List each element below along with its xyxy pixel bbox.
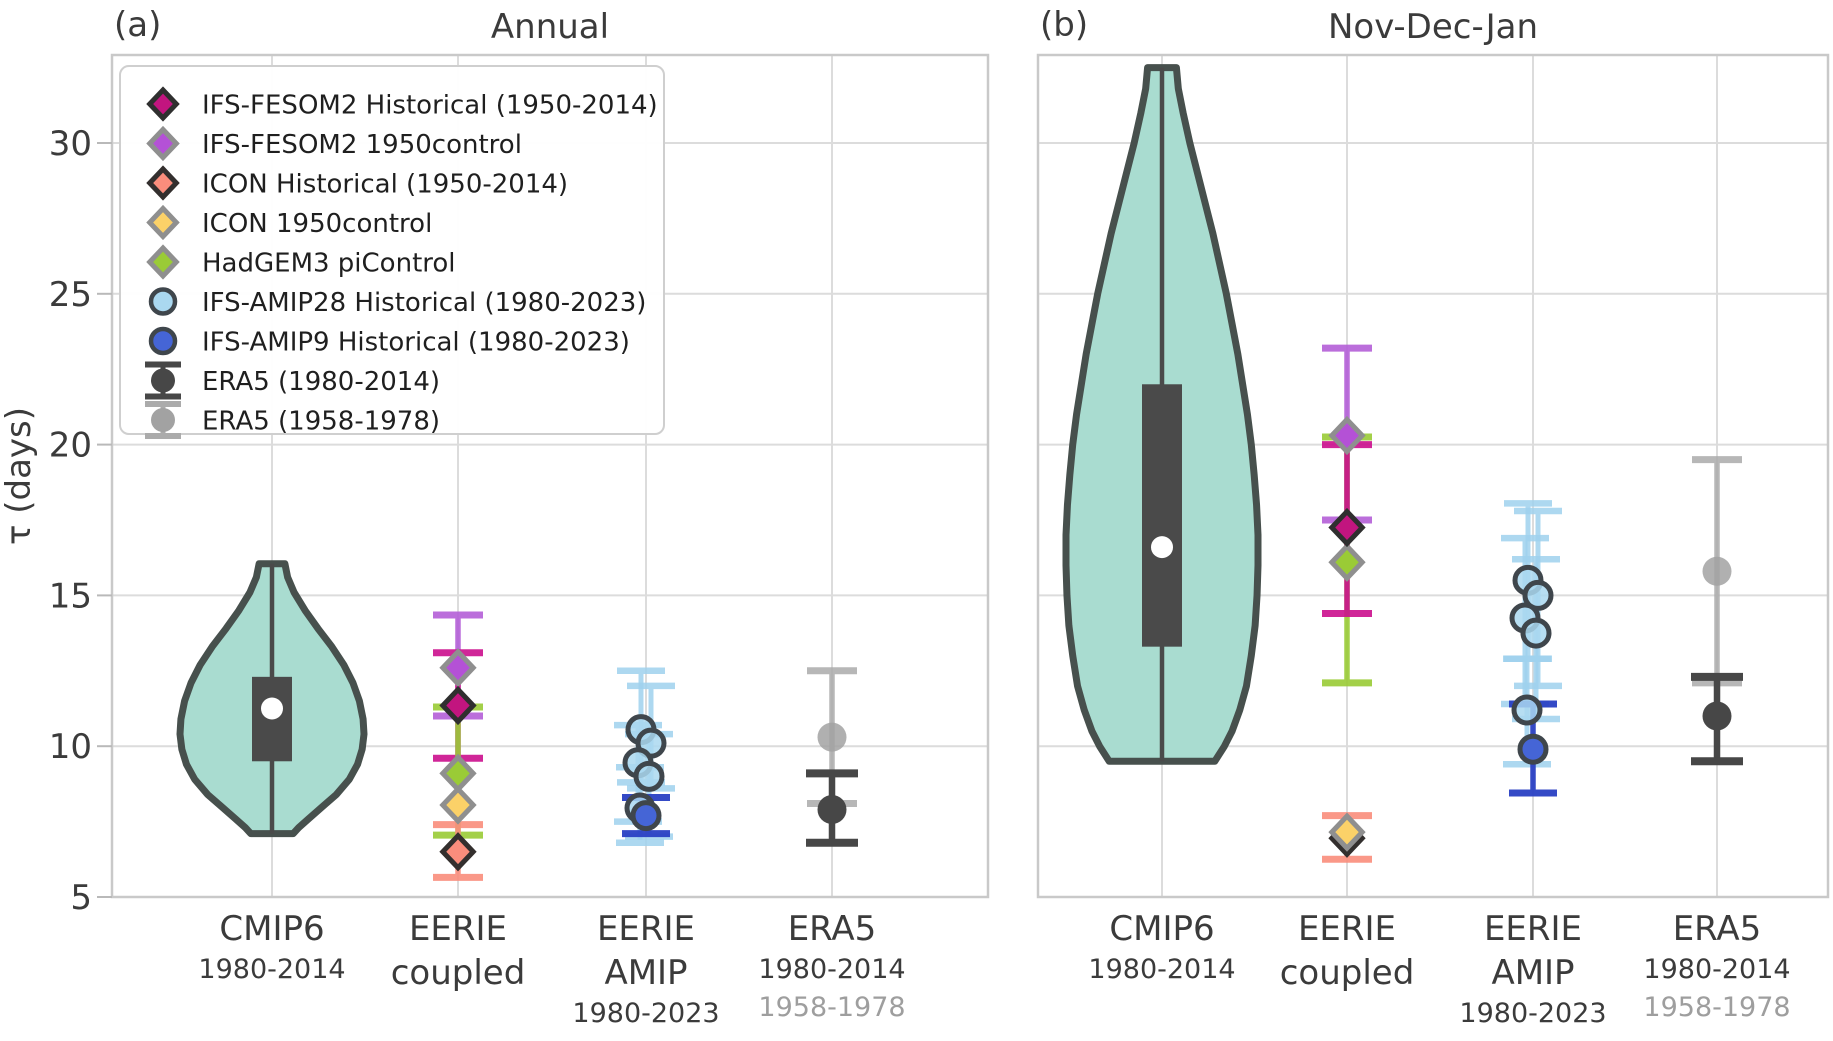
legend-swatch-hadgem3 — [146, 244, 180, 280]
x-label-title: ERA5 — [1673, 909, 1762, 949]
panel-title-a: Annual — [491, 7, 609, 47]
x-label-year: 1980-2014 — [198, 954, 345, 985]
marker-icon_ctrl — [1328, 812, 1366, 852]
legend-label-amip28: IFS-AMIP28 Historical (1980-2023) — [202, 288, 646, 318]
y-tick-label: 30 — [49, 124, 92, 164]
x-label-title: CMIP6 — [1109, 909, 1214, 949]
marker-fesom2_hist — [1328, 507, 1366, 548]
legend-swatch-era5_old — [151, 408, 175, 432]
x-label-line: coupled — [391, 953, 526, 993]
marker-amip28 — [1511, 694, 1543, 726]
legend-item-hadgem3: HadGEM3 piControl — [146, 244, 456, 280]
x-label-year: 1980-2014 — [1088, 954, 1235, 985]
legend-swatch-amip28 — [148, 287, 178, 316]
x-label-line: coupled — [1280, 953, 1415, 993]
legend-swatch-fesom2_ctrl — [146, 125, 180, 162]
legend-label-fesom2_ctrl: IFS-FESOM2 1950control — [202, 130, 522, 160]
marker-fesom2_ctrl — [439, 648, 477, 688]
x-label-title: EERIE — [409, 909, 507, 949]
x-label-title: EERIE — [597, 909, 695, 949]
x-label-year: 1980-2023 — [572, 998, 719, 1029]
panel-tag-b: (b) — [1040, 5, 1088, 45]
era5-points — [1691, 456, 1743, 766]
y-axis-title: τ (days) — [0, 407, 39, 545]
legend-box — [119, 65, 665, 435]
violin-median-dot — [261, 697, 283, 720]
x-label-title: EERIE — [1484, 909, 1582, 949]
panel-tag-a: (a) — [114, 5, 161, 45]
era5-points — [806, 667, 858, 847]
marker-era5_old — [817, 722, 847, 752]
y-tick-label: 20 — [49, 426, 92, 466]
marker-amip28 — [1520, 617, 1552, 649]
x-label-title: EERIE — [1298, 909, 1396, 949]
y-tick-label: 25 — [49, 275, 92, 315]
marker-hadgem3 — [1328, 542, 1366, 582]
axes-spine — [110, 53, 990, 899]
marker-amip28 — [1522, 579, 1554, 611]
legend-swatch-era5_new — [151, 368, 175, 393]
legend-item-era5_old: ERA5 (1958-1978) — [145, 401, 440, 439]
y-axis: 5 10 15 20 25 30 τ (days) — [0, 124, 112, 918]
y-tick-label: 15 — [49, 576, 92, 616]
legend-item-icon_hist: ICON Historical (1950-2014) — [146, 165, 568, 201]
violin-box — [1142, 384, 1182, 647]
legend-label-icon_ctrl: ICON 1950control — [202, 209, 432, 239]
panel-a: (a) AnnualCMIP61980-2014EERIEcoupledEERIE… — [110, 5, 990, 1029]
legend-label-fesom2_hist: IFS-FESOM2 Historical (1950-2014) — [202, 91, 658, 121]
axes-spine — [1036, 53, 1830, 899]
panel-b: (b) Nov-Dec-JanCMIP61980-2014EERIEcoupled… — [1036, 5, 1830, 1029]
marker-icon_hist — [439, 832, 477, 872]
x-label-year: 1958-1978 — [1643, 992, 1790, 1023]
marker-fesom2_hist — [439, 685, 477, 726]
legend-swatch-fesom2_hist — [146, 86, 180, 122]
legend-item-amip9: IFS-AMIP9 Historical (1980-2023) — [148, 326, 630, 358]
violin-median-dot — [1151, 536, 1173, 559]
marker-amip28 — [633, 760, 665, 792]
legend-item-fesom2_ctrl: IFS-FESOM2 1950control — [146, 125, 522, 162]
eerie-amip-points — [1501, 500, 1562, 797]
x-axis-labels: CMIP61980-2014EERIEcoupledEERIEAMIP1980-… — [1088, 909, 1790, 1029]
y-tick-label: 5 — [70, 878, 92, 918]
marker-era5_new — [817, 795, 847, 825]
legend-item-amip28: IFS-AMIP28 Historical (1980-2023) — [148, 287, 646, 318]
x-axis-labels: CMIP61980-2014EERIEcoupledEERIEAMIP1980-… — [198, 909, 905, 1029]
eerie-coupled-points — [1322, 344, 1372, 863]
x-label-year: 1980-2014 — [758, 954, 905, 985]
violin-cmip6 — [1062, 64, 1262, 765]
x-label-title: CMIP6 — [219, 909, 324, 949]
y-tick-label: 10 — [49, 727, 92, 767]
legend-label-era5_old: ERA5 (1958-1978) — [202, 407, 440, 437]
marker-fesom2_ctrl — [1328, 415, 1366, 456]
marker-era5_old — [1702, 556, 1732, 586]
legend-item-fesom2_hist: IFS-FESOM2 Historical (1950-2014) — [146, 86, 658, 122]
legend-item-icon_ctrl: ICON 1950control — [146, 204, 432, 241]
marker-amip9 — [1517, 733, 1549, 765]
legend: IFS-FESOM2 Historical (1950-2014) IFS-FES… — [119, 65, 665, 439]
legend-item-era5_new: ERA5 (1980-2014) — [145, 361, 440, 400]
legend-swatch-icon_ctrl — [146, 204, 180, 241]
legend-label-icon_hist: ICON Historical (1950-2014) — [202, 170, 568, 200]
panel-title-b: Nov-Dec-Jan — [1328, 7, 1538, 47]
marker-icon_ctrl — [439, 785, 477, 825]
x-label-title: ERA5 — [788, 909, 877, 949]
legend-label-amip9: IFS-AMIP9 Historical (1980-2023) — [202, 328, 630, 358]
eerie-coupled-points — [433, 611, 483, 881]
marker-era5_new — [1702, 701, 1732, 731]
legend-swatch-amip9 — [148, 326, 178, 356]
violin-cmip6 — [176, 560, 368, 838]
marker-amip9 — [630, 800, 662, 832]
x-label-line: AMIP — [1491, 953, 1574, 993]
x-label-line: AMIP — [604, 953, 687, 993]
x-label-year: 1958-1978 — [758, 992, 905, 1023]
eerie-amip-points — [614, 667, 675, 846]
marker-hadgem3 — [439, 753, 477, 793]
x-label-year: 1980-2023 — [1459, 998, 1606, 1029]
legend-swatch-icon_hist — [146, 165, 180, 201]
legend-label-era5_new: ERA5 (1980-2014) — [202, 367, 440, 397]
legend-label-hadgem3: HadGEM3 piControl — [202, 249, 456, 279]
x-label-year: 1980-2014 — [1643, 954, 1790, 985]
